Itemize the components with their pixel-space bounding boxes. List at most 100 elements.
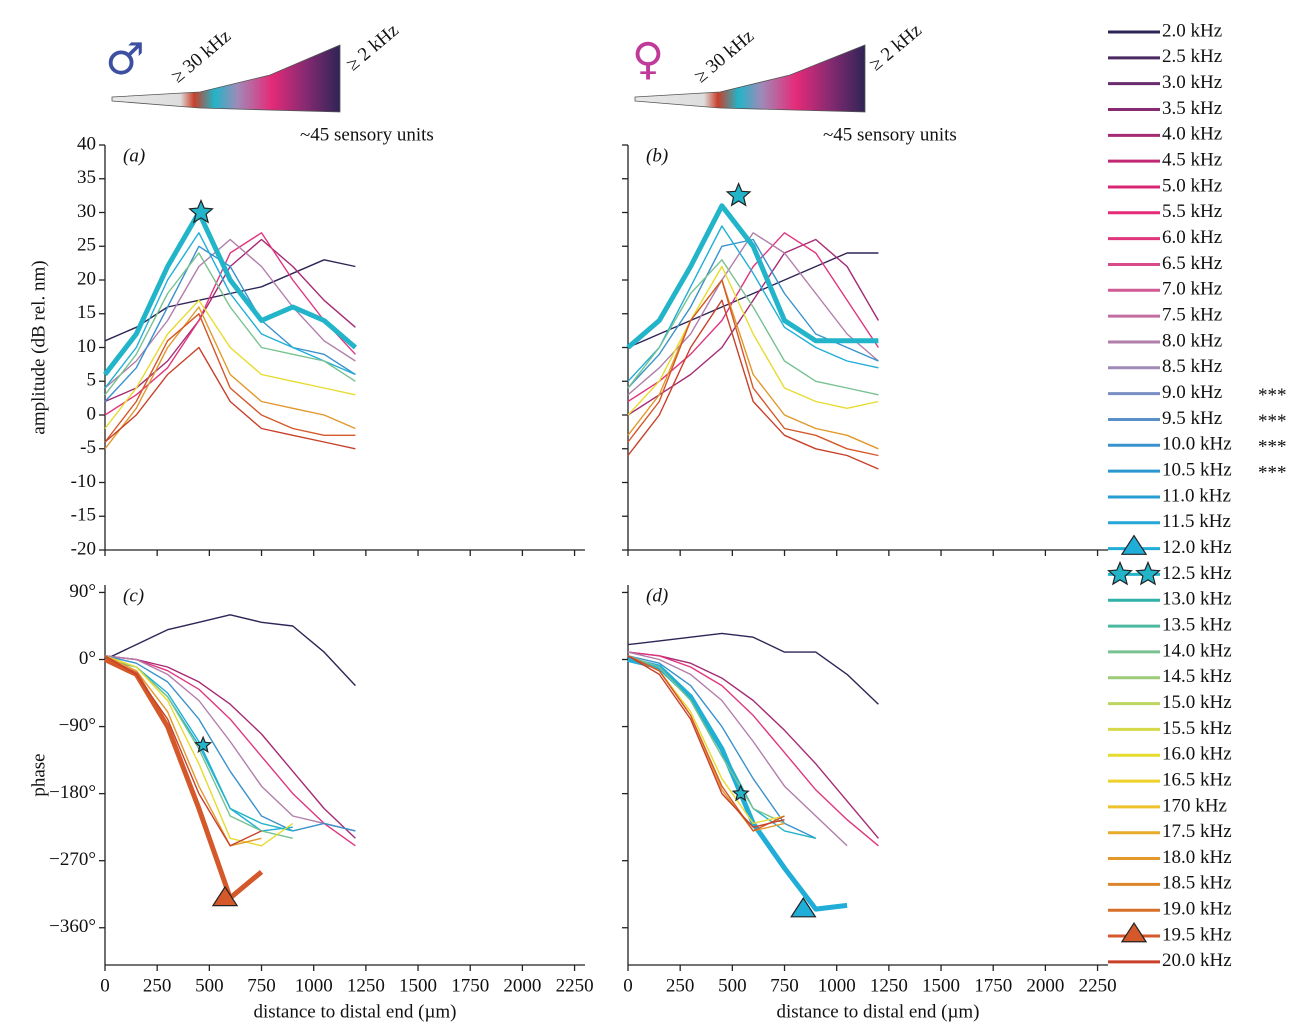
legend-note: *** bbox=[1258, 462, 1287, 483]
data-line bbox=[104, 655, 356, 847]
legend-label: 6.5 kHz bbox=[1162, 253, 1222, 274]
y-tick-label: -10 bbox=[71, 471, 96, 492]
y-tick-label: −270° bbox=[49, 849, 96, 870]
data-line bbox=[104, 232, 356, 389]
legend-label: 7.5 kHz bbox=[1162, 304, 1222, 325]
data-line bbox=[627, 655, 785, 832]
legend-note: *** bbox=[1258, 385, 1287, 406]
y-tick-label: 5 bbox=[87, 370, 97, 391]
data-line bbox=[627, 655, 785, 828]
legend-label: 13.5 kHz bbox=[1162, 614, 1232, 635]
data-line bbox=[104, 232, 356, 416]
legend-star bbox=[1107, 560, 1133, 586]
y-axis-label: amplitude (dB rel. nm) bbox=[28, 260, 49, 434]
y-tick-label: 35 bbox=[77, 167, 96, 188]
x-axis-label: distance to distal end (µm) bbox=[776, 1001, 979, 1022]
legend-triangle bbox=[1120, 921, 1148, 943]
legend-label: 12.0 kHz bbox=[1162, 537, 1232, 558]
star-marker bbox=[725, 182, 752, 207]
legend-label: 2.0 kHz bbox=[1162, 20, 1222, 41]
data-line bbox=[627, 265, 879, 416]
x-tick-label: 1000 bbox=[295, 975, 333, 996]
y-tick-label: 10 bbox=[77, 336, 96, 357]
x-tick-label: 1250 bbox=[347, 975, 385, 996]
legend-label: 3.0 kHz bbox=[1162, 72, 1222, 93]
legend-label: 5.5 kHz bbox=[1162, 201, 1222, 222]
data-line bbox=[104, 655, 356, 832]
legend-star bbox=[1135, 560, 1161, 586]
y-tick-label: 15 bbox=[77, 302, 96, 323]
x-tick-label: 2000 bbox=[1026, 975, 1064, 996]
legend-label: 14.5 kHz bbox=[1162, 666, 1232, 687]
legend-label: 11.5 kHz bbox=[1162, 511, 1231, 532]
x-tick-label: 250 bbox=[143, 975, 172, 996]
sex-symbol: ♀ bbox=[632, 34, 664, 85]
y-tick-label: −180° bbox=[49, 782, 96, 803]
y-tick-label: -5 bbox=[80, 437, 96, 458]
data-line bbox=[627, 632, 879, 705]
legend-label: 17.5 kHz bbox=[1162, 821, 1232, 842]
y-tick-label: −360° bbox=[49, 916, 96, 937]
legend-label: 19.0 kHz bbox=[1162, 899, 1232, 920]
cochlea-male bbox=[111, 44, 341, 113]
data-line bbox=[627, 651, 848, 847]
legend-label: 6.0 kHz bbox=[1162, 227, 1222, 248]
legend-label: 16.0 kHz bbox=[1162, 744, 1232, 765]
data-line bbox=[627, 657, 848, 912]
x-tick-label: 1000 bbox=[818, 975, 856, 996]
data-line bbox=[627, 259, 879, 396]
data-line bbox=[104, 313, 356, 443]
x-tick-label: 500 bbox=[718, 975, 747, 996]
y-tick-label: 20 bbox=[77, 268, 96, 289]
legend-label: 10.0 kHz bbox=[1162, 434, 1232, 455]
legend-label: 15.0 kHz bbox=[1162, 692, 1232, 713]
triangle-marker bbox=[790, 897, 817, 918]
panel-label: (d) bbox=[646, 585, 668, 606]
legend-label: 10.5 kHz bbox=[1162, 459, 1232, 480]
low-frequency-label: ≥ 2 kHz bbox=[343, 20, 403, 75]
y-tick-label: 90° bbox=[69, 581, 96, 602]
data-line bbox=[627, 655, 785, 825]
legend-note: *** bbox=[1258, 411, 1287, 432]
legend-label: 8.5 kHz bbox=[1162, 356, 1222, 377]
panel-label: (c) bbox=[123, 585, 144, 606]
x-tick-label: 1750 bbox=[451, 975, 489, 996]
data-line bbox=[104, 655, 356, 839]
legend-label: 7.0 kHz bbox=[1162, 279, 1222, 300]
data-line bbox=[104, 259, 356, 342]
y-axis-label: phase bbox=[28, 753, 49, 796]
data-line bbox=[104, 655, 294, 847]
x-tick-label: 1750 bbox=[974, 975, 1012, 996]
legend-label: 14.0 kHz bbox=[1162, 640, 1232, 661]
y-tick-label: 0° bbox=[79, 648, 96, 669]
units-label: ~45 sensory units bbox=[823, 124, 957, 145]
legend-label: 2.5 kHz bbox=[1162, 46, 1222, 67]
x-tick-label: 750 bbox=[770, 975, 799, 996]
data-line bbox=[627, 238, 880, 416]
legend-note: *** bbox=[1258, 437, 1287, 458]
legend-label: 15.5 kHz bbox=[1162, 718, 1232, 739]
data-line bbox=[627, 232, 879, 403]
y-tick-label: −90° bbox=[59, 715, 96, 736]
legend-triangle bbox=[1120, 534, 1148, 555]
sex-symbol: ♂ bbox=[105, 34, 144, 85]
high-frequency-label: ≥ 30 kHz bbox=[691, 26, 759, 87]
units-label: ~45 sensory units bbox=[300, 124, 434, 145]
legend-label: 11.0 kHz bbox=[1162, 485, 1231, 506]
x-axis-label: distance to distal end (µm) bbox=[253, 1001, 456, 1022]
legend-label: 18.0 kHz bbox=[1162, 847, 1232, 868]
data-line bbox=[104, 346, 356, 450]
data-line bbox=[627, 651, 879, 839]
x-tick-label: 250 bbox=[666, 975, 695, 996]
y-tick-label: 25 bbox=[77, 235, 96, 256]
data-line bbox=[627, 232, 879, 396]
x-tick-label: 1500 bbox=[399, 975, 437, 996]
star-marker bbox=[194, 735, 213, 753]
x-tick-label: 1500 bbox=[922, 975, 960, 996]
star-marker bbox=[731, 784, 750, 802]
y-tick-label: 0 bbox=[87, 403, 97, 424]
panel-label: (b) bbox=[646, 145, 668, 166]
data-line bbox=[626, 203, 879, 350]
